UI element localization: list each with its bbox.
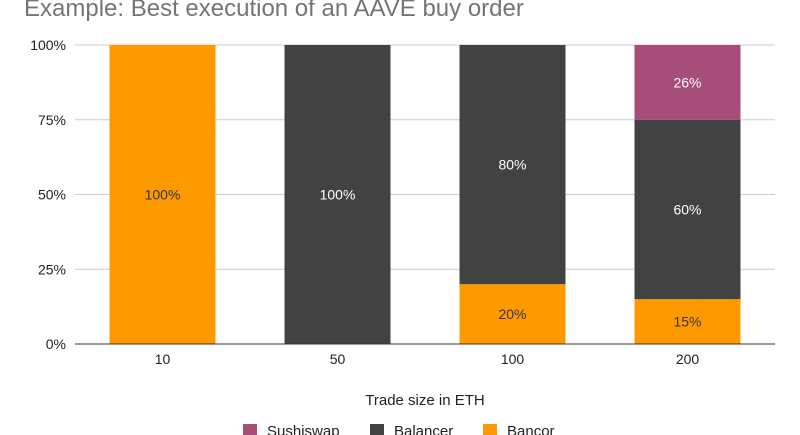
- y-tick-label: 50%: [38, 187, 66, 203]
- legend-label-balancer: Balancer: [394, 423, 453, 435]
- x-tick-label: 10: [155, 351, 171, 367]
- bars: 100% 100% 20% 80% 15% 60% 26%: [109, 45, 741, 344]
- bar-sushiswap-200: [634, 45, 741, 120]
- y-axis-ticks: 0% 25% 50% 75% 100%: [30, 37, 66, 352]
- y-tick-label: 100%: [30, 37, 66, 53]
- x-axis-ticks: 10 50 100 200: [155, 351, 700, 367]
- legend-swatch-sushiswap: [243, 424, 257, 435]
- bar-balancer-50: [284, 45, 391, 344]
- bar-bancor-200: [634, 299, 741, 344]
- data-label: 100%: [145, 187, 181, 203]
- y-tick-label: 75%: [38, 112, 66, 128]
- y-tick-label: 25%: [38, 261, 66, 277]
- legend-label-sushiswap: Sushiswap: [267, 423, 340, 435]
- data-label: 26%: [673, 74, 701, 90]
- x-axis-label: Trade size in ETH: [365, 392, 484, 409]
- data-label: 60%: [673, 201, 701, 217]
- legend: Sushiswap Balancer Bancor: [243, 423, 555, 435]
- bar-balancer-200: [634, 119, 741, 300]
- chart-title: Example: Best execution of an AAVE buy o…: [24, 0, 524, 22]
- legend-label-bancor: Bancor: [507, 423, 555, 435]
- data-label: 100%: [320, 187, 356, 203]
- y-tick-label: 0%: [46, 336, 66, 352]
- bar-balancer-100: [459, 45, 566, 285]
- legend-swatch-balancer: [370, 424, 384, 435]
- x-tick-label: 200: [676, 351, 700, 367]
- legend-swatch-bancor: [483, 424, 497, 435]
- bar-bancor-10: [109, 45, 216, 344]
- data-label: 20%: [498, 306, 526, 322]
- bar-bancor-100: [459, 284, 566, 344]
- x-tick-label: 50: [330, 351, 346, 367]
- data-label: 15%: [673, 314, 701, 330]
- data-label: 80%: [498, 157, 526, 173]
- x-tick-label: 100: [501, 351, 525, 367]
